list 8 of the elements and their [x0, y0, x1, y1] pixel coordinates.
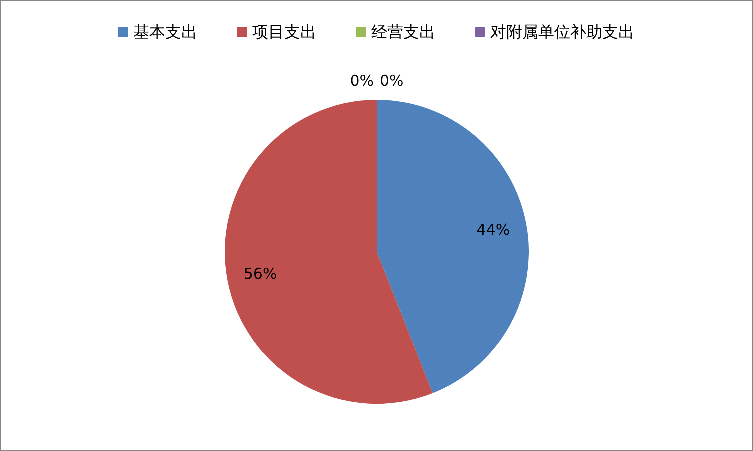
data-label: 44%	[476, 220, 510, 239]
data-label: 56%	[244, 265, 278, 284]
legend-label: 项目支出	[252, 22, 316, 42]
legend-label: 对附属单位补助支出	[490, 22, 634, 42]
legend-label: 经营支出	[372, 22, 436, 42]
legend-label: 基本支出	[134, 22, 198, 42]
text: 0%	[350, 72, 374, 90]
text: 0%	[380, 72, 404, 90]
